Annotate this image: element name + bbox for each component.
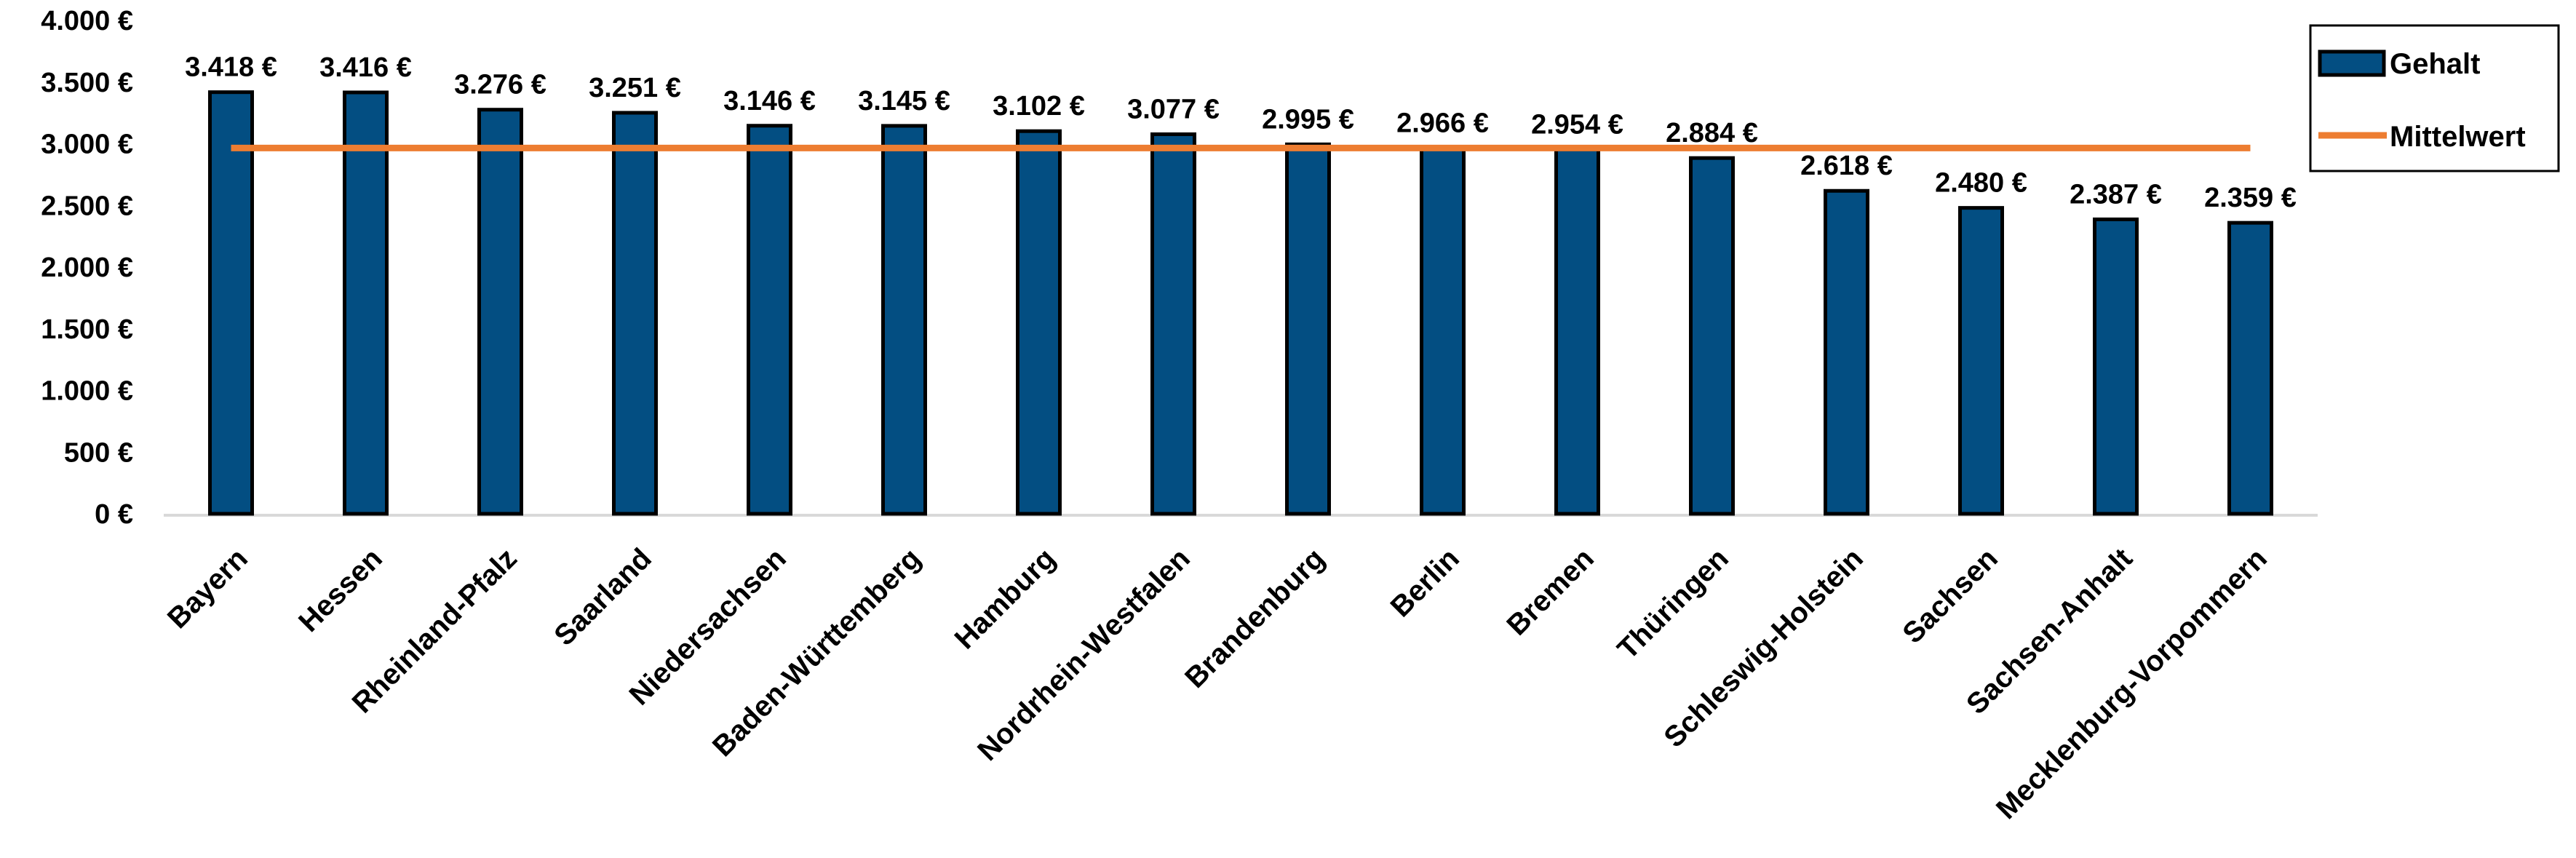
bar [2093, 217, 2139, 516]
bar-value-label: 3.077 € [1127, 94, 1220, 124]
bar-value-label: 3.276 € [454, 70, 546, 100]
legend-label-gehalt: Gehalt [2390, 48, 2480, 80]
y-tick-label: 1.000 € [41, 376, 133, 407]
bar [343, 90, 389, 516]
x-category-label: Sachsen [1896, 542, 2003, 649]
bar-value-label: 3.146 € [723, 86, 816, 116]
bar-value-label: 2.618 € [1800, 151, 1893, 181]
legend-box [2309, 24, 2560, 172]
bar-value-label: 3.251 € [589, 73, 681, 103]
y-tick-label: 0 € [95, 499, 133, 530]
y-tick-label: 4.000 € [41, 6, 133, 36]
bar [2227, 221, 2273, 516]
bar [1150, 132, 1196, 516]
y-tick-label: 2.000 € [41, 253, 133, 283]
bar-value-label: 2.480 € [1935, 168, 2027, 199]
bar [1420, 146, 1466, 516]
x-category-label: Hamburg [949, 542, 1062, 655]
x-category-label: Hessen [293, 542, 389, 638]
x-category-label: Brandenburg [1179, 542, 1331, 694]
bar [881, 124, 927, 516]
y-tick-label: 1.500 € [41, 314, 133, 345]
data-labels: 3.418 € 3.416 € 3.276 € 3.251 € 3.146 € 3.145… [185, 52, 2297, 214]
x-category-label: Berlin [1385, 542, 1466, 623]
legend: Gehalt Mittelwert [2309, 24, 2560, 172]
bar [1689, 156, 1735, 516]
legend-swatch-gehalt [2318, 49, 2386, 77]
x-category-label: Saarland [548, 542, 658, 652]
y-tick-label: 2.500 € [41, 191, 133, 221]
bar [477, 108, 523, 516]
bar-value-label: 3.416 € [319, 52, 412, 83]
bar-value-label: 2.884 € [1666, 118, 1758, 148]
bar-value-label: 2.387 € [2070, 179, 2162, 210]
x-category-label: Bayern [162, 542, 254, 635]
y-axis: 0 € 500 € 1.000 € 1.500 € 2.000 € 2.500 € 3.00… [41, 6, 133, 530]
y-tick-label: 3.000 € [41, 130, 133, 160]
legend-label-mittelwert: Mittelwert [2390, 121, 2526, 153]
bar [208, 90, 254, 516]
bar [747, 124, 792, 516]
bar-value-label: 2.995 € [1262, 104, 1354, 135]
bar [1016, 129, 1062, 516]
bar-value-label: 2.954 € [1531, 109, 1623, 140]
bar [612, 111, 658, 516]
x-category-label: Mecklenburg-Vorpommern [1990, 542, 2273, 825]
y-tick-label: 500 € [64, 437, 133, 468]
bar-value-label: 3.418 € [185, 52, 277, 83]
x-category-label: Bremen [1500, 542, 1599, 641]
bar [1824, 188, 1869, 516]
bar-value-label: 3.102 € [993, 91, 1085, 122]
bar [1554, 147, 1600, 516]
bar-value-label: 3.145 € [858, 86, 950, 116]
bar-value-label: 2.966 € [1396, 108, 1489, 138]
bar [1285, 142, 1331, 516]
y-tick-label: 3.500 € [41, 68, 133, 98]
bar [1958, 206, 2004, 516]
bar-series-gehalt [208, 90, 2273, 516]
x-category-label: Thüringen [1611, 542, 1734, 665]
bar-value-label: 2.359 € [2204, 183, 2297, 213]
